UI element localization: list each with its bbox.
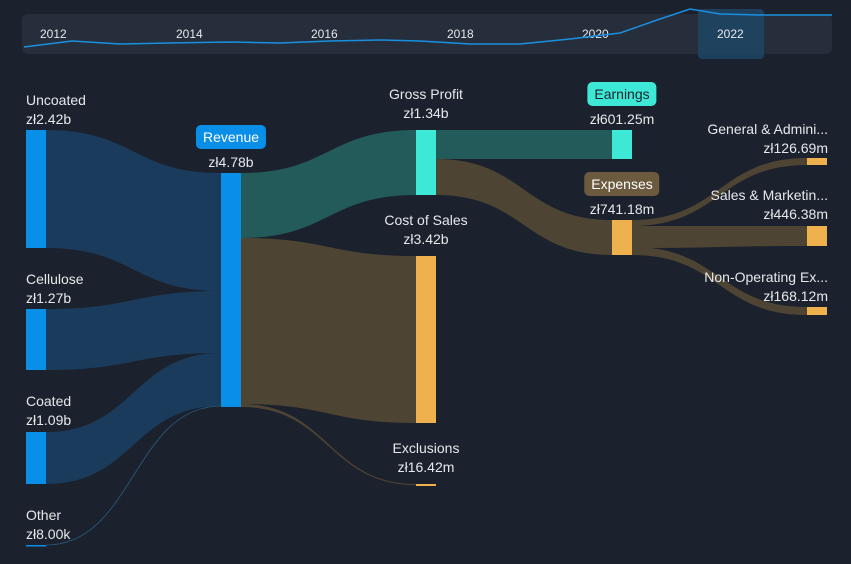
node-label-nonop: Non-Operating Ex...: [704, 269, 828, 285]
timeline-selection[interactable]: [698, 9, 764, 59]
link-revenue-exclusions[interactable]: [241, 404, 416, 485]
timeline-navigator[interactable]: 2012 2014 2016 2018 2020 2022: [22, 9, 832, 59]
link-revenue-gross_profit[interactable]: [241, 130, 416, 238]
node-value-expenses: zł741.18m: [589, 201, 655, 217]
node-value-exclusions: zł16.42m: [397, 459, 455, 475]
node-bar-nonop[interactable]: [807, 307, 827, 315]
node-bar-earnings[interactable]: [612, 130, 632, 159]
node-bar-snm[interactable]: [807, 226, 827, 246]
node-bar-gross_profit[interactable]: [416, 130, 436, 195]
node-value-nonop: zł168.12m: [763, 288, 828, 304]
node-value-gross-profit: zł1.34b: [403, 105, 449, 121]
node-label-gross-profit: Gross Profit: [389, 86, 463, 102]
link-gross_profit-earnings[interactable]: [436, 130, 612, 159]
year-label: 2014: [176, 27, 203, 41]
node-label-uncoated: Uncoated: [26, 92, 86, 108]
node-value-earnings: zł601.25m: [589, 111, 655, 127]
link-expenses-nonop[interactable]: [632, 247, 807, 315]
node-bar-other[interactable]: [26, 545, 46, 547]
link-uncoated-revenue[interactable]: [46, 130, 221, 291]
year-label: 2016: [311, 27, 338, 41]
link-revenue-cost_of_sales[interactable]: [241, 238, 416, 423]
year-label: 2022: [717, 27, 744, 41]
node-label-cost-of-sales: Cost of Sales: [384, 212, 468, 228]
node-label-revenue: Revenue: [195, 125, 267, 149]
node-bar-expenses[interactable]: [612, 220, 632, 255]
link-gross_profit-expenses[interactable]: [436, 159, 612, 255]
node-bar-uncoated[interactable]: [26, 130, 46, 248]
node-bar-cellulose[interactable]: [26, 309, 46, 370]
timeline-line: [23, 8, 832, 48]
node-value-cellulose: zł1.27b: [26, 290, 72, 306]
node-value-coated: zł1.09b: [26, 412, 72, 428]
node-bar-exclusions[interactable]: [416, 484, 436, 486]
link-coated-revenue[interactable]: [46, 353, 221, 484]
node-label-cellulose: Cellulose: [26, 271, 84, 287]
link-cellulose-revenue[interactable]: [46, 291, 221, 370]
year-label: 2018: [447, 27, 474, 41]
node-label-snm: Sales & Marketin...: [710, 187, 829, 203]
node-label-gna: General & Admini...: [707, 121, 828, 137]
node-value-revenue: zł4.78b: [208, 154, 254, 170]
node-value-cost-of-sales: zł3.42b: [403, 231, 449, 247]
node-bar-cost_of_sales[interactable]: [416, 256, 436, 423]
node-value-other: zł8.00k: [26, 526, 71, 542]
node-label-expenses: Expenses: [584, 172, 660, 196]
node-value-snm: zł446.38m: [763, 206, 828, 222]
node-value-uncoated: zł2.42b: [26, 111, 72, 127]
node-label-exclusions: Exclusions: [392, 440, 460, 456]
node-label-other: Other: [26, 507, 62, 523]
node-label-earnings: Earnings: [587, 82, 657, 106]
node-bar-revenue[interactable]: [221, 173, 241, 407]
node-label-coated: Coated: [26, 393, 72, 409]
node-bar-gna[interactable]: [807, 158, 827, 165]
node-bar-coated[interactable]: [26, 432, 46, 484]
link-expenses-snm[interactable]: [632, 226, 807, 248]
year-label: 2012: [40, 27, 67, 41]
node-value-gna: zł126.69m: [763, 140, 828, 156]
link-expenses-gna[interactable]: [632, 158, 807, 226]
link-other-revenue[interactable]: [45, 405, 222, 546]
